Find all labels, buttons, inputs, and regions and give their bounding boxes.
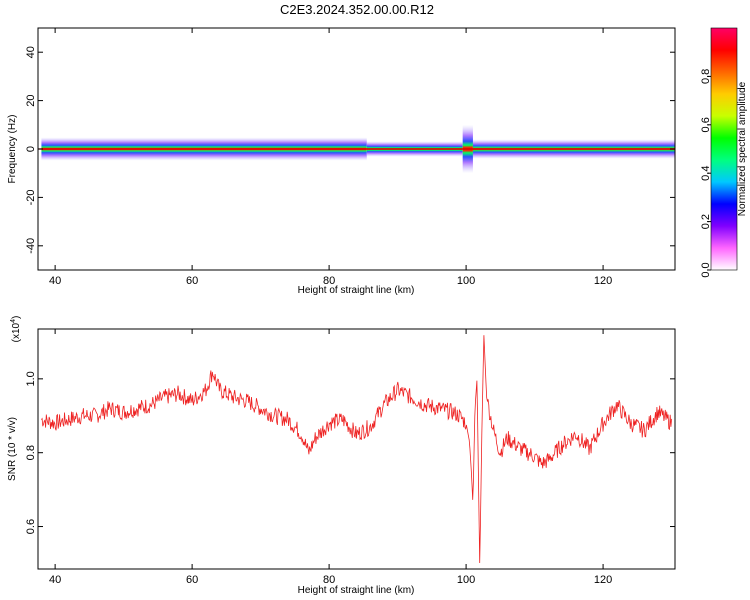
top-xtick-label: 40: [49, 275, 61, 287]
top-axis-ticks: 40 60 80 100 120 -40 -20 0 20 40: [25, 28, 675, 287]
spectrogram-plot: [38, 124, 675, 174]
bottom-panel: 40 60 80 100 120 0.6 0.8 1.0 Height of straight…: [7, 316, 676, 596]
bottom-xtick-label: 100: [457, 574, 475, 586]
svg-text:(x104): (x104): [10, 316, 22, 343]
colorbar: 0.0 0.2 0.4 0.6 0.8 Normalized spectral ampl…: [700, 27, 748, 278]
colorbar-label: Normalized spectral amplitude: [737, 81, 748, 216]
multiplier-close: ): [11, 316, 22, 319]
y-multiplier: (x104): [10, 316, 22, 343]
bottom-xlabel: Height of straight line (km): [298, 585, 415, 596]
top-xtick-label: 60: [186, 275, 198, 287]
top-xtick-label: 120: [594, 275, 612, 287]
colorbar-ticks: 0.0 0.2 0.4 0.6 0.8: [700, 69, 712, 278]
top-ytick-label: 20: [25, 94, 37, 106]
snr-series-line: [41, 335, 672, 564]
bottom-ytick-label: 0.6: [25, 519, 37, 534]
colorbar-tick-label: 0.4: [700, 166, 712, 181]
chart-title: C2E3.2024.352.00.00.R12: [280, 2, 434, 17]
bottom-ytick-label: 0.8: [25, 445, 37, 460]
bottom-xtick-label: 80: [323, 574, 335, 586]
colorbar-tick-label: 0.6: [700, 117, 712, 132]
colorbar-tick-label: 0.0: [700, 262, 712, 277]
colorbar-tick-label: 0.2: [700, 214, 712, 229]
bottom-xtick-label: 120: [594, 574, 612, 586]
bottom-axis-ticks: 40 60 80 100 120 0.6 0.8 1.0: [25, 329, 675, 586]
multiplier-exponent: 4: [10, 319, 17, 323]
top-panel: 40 60 80 100 120 -40 -20 0 20 40 Height of straig…: [7, 27, 676, 296]
colorbar-gradient: [710, 27, 738, 271]
bottom-plot-frame: [37, 328, 676, 570]
snr-plot: [41, 335, 672, 564]
top-xtick-label: 80: [323, 275, 335, 287]
bottom-xtick-label: 40: [49, 574, 61, 586]
top-ytick-label: -40: [25, 238, 37, 254]
top-xlabel: Height of straight line (km): [298, 285, 415, 296]
top-xtick-label: 100: [457, 275, 475, 287]
top-ytick-label: 0: [25, 146, 37, 152]
colorbar-tick-label: 0.8: [700, 69, 712, 84]
bottom-xtick-label: 60: [186, 574, 198, 586]
top-ytick-label: -20: [25, 189, 37, 205]
top-ylabel: Frequency (Hz): [7, 115, 18, 184]
multiplier-base: (x10: [11, 322, 22, 342]
bottom-ytick-label: 1.0: [25, 371, 37, 386]
bottom-ylabel: SNR (10 * v/v): [7, 417, 18, 481]
top-ytick-label: 40: [25, 46, 37, 58]
